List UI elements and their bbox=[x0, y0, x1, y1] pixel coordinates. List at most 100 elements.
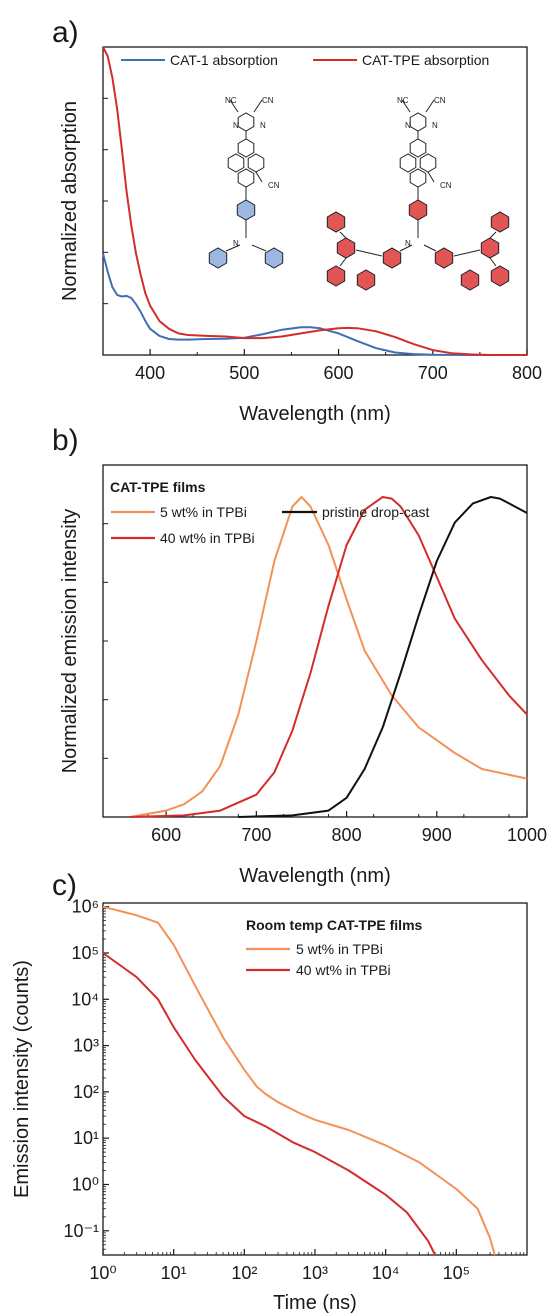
panel-a-ylabel: Normalized absorption bbox=[59, 101, 81, 301]
x-tick-label-1-3: 700 bbox=[418, 363, 448, 383]
mol-cat1-phenyl bbox=[208, 247, 228, 269]
mol-cat1-label-n1: N bbox=[233, 121, 239, 130]
panel-b-letter: b) bbox=[52, 424, 79, 457]
bond bbox=[423, 244, 437, 252]
mol-cattpe-phenyl bbox=[336, 237, 356, 259]
bond bbox=[399, 244, 413, 252]
mol-cattpe-label-n1: N bbox=[405, 121, 411, 130]
x-tick-label-2-4: 1000 bbox=[507, 825, 547, 845]
molecule-cat1-core bbox=[208, 99, 284, 269]
bond bbox=[425, 99, 435, 113]
core-ring bbox=[399, 153, 417, 173]
mol-cattpe-phenyl bbox=[326, 265, 346, 287]
panel-b-xlabel: Wavelength (nm) bbox=[239, 865, 391, 887]
molecule-cat1: NC CN N N CN N bbox=[208, 96, 284, 269]
mol-cattpe-phenyl bbox=[356, 269, 376, 291]
mol-cattpe-label-cn2: CN bbox=[440, 181, 452, 190]
x-tick-label-2-0: 600 bbox=[151, 825, 181, 845]
x-tick-label-3-2: 10² bbox=[231, 1263, 257, 1283]
core-ring bbox=[227, 153, 245, 173]
series-line-2-2 bbox=[238, 496, 528, 818]
bond bbox=[229, 99, 239, 113]
mol-cattpe-phenyl bbox=[460, 269, 480, 291]
legend-title-b: CAT-TPE films bbox=[110, 479, 206, 495]
panel-c-ylabel: Emission intensity (counts) bbox=[11, 960, 33, 1198]
mol-cattpe-phenyl bbox=[490, 265, 510, 287]
mol-cat1-label-cn1: CN bbox=[262, 96, 274, 105]
x-tick-label-3-0: 10⁰ bbox=[89, 1263, 116, 1283]
y-tick-label-3-2: 10¹ bbox=[73, 1128, 99, 1148]
bond bbox=[453, 249, 481, 257]
legend-label-5wt-b: 5 wt% in TPBi bbox=[160, 504, 247, 520]
mol-cattpe-label-n2: N bbox=[432, 121, 438, 130]
legend-label-cat1: CAT-1 absorption bbox=[170, 52, 278, 68]
core-ring bbox=[409, 168, 427, 188]
panel-b-legend: CAT-TPE films 5 wt% in TPBi 40 wt% in TP… bbox=[110, 479, 429, 546]
legend-label-40wt-c: 40 wt% in TPBi bbox=[296, 962, 391, 978]
series-line-1-0 bbox=[102, 253, 527, 356]
panel-c-xlabel: Time (ns) bbox=[273, 1292, 357, 1314]
mol-cattpe-label-cn1: CN bbox=[434, 96, 446, 105]
x-tick-label-3-4: 10⁴ bbox=[372, 1263, 400, 1283]
bond bbox=[401, 99, 411, 113]
mol-cattpe-phenyl bbox=[490, 211, 510, 233]
mol-cat1-phenyl bbox=[264, 247, 284, 269]
series-line-1-1 bbox=[102, 46, 527, 356]
mol-cattpe-phenyl bbox=[326, 211, 346, 233]
mol-cat1-label-nc: NC bbox=[225, 96, 237, 105]
y-tick-label-3-5: 10⁴ bbox=[71, 989, 99, 1009]
panel-c-legend: Room temp CAT-TPE films 5 wt% in TPBi 40… bbox=[246, 917, 423, 978]
mol-cattpe-phenyl bbox=[434, 247, 454, 269]
legend-label-cattpe: CAT-TPE absorption bbox=[362, 52, 489, 68]
series-line-2-1 bbox=[130, 496, 528, 818]
x-tick-label-3-1: 10¹ bbox=[161, 1263, 187, 1283]
panel-a-letter: a) bbox=[52, 16, 79, 49]
bond bbox=[339, 257, 347, 267]
bond bbox=[489, 231, 497, 239]
legend-label-pristine-b: pristine drop-cast bbox=[322, 504, 429, 520]
bond bbox=[427, 171, 435, 183]
molecule-cattpe: NC CN N N CN N bbox=[326, 96, 510, 291]
panel-b-ylabel: Normalized emission intensity bbox=[59, 509, 81, 774]
x-tick-label-3-3: 10³ bbox=[302, 1263, 328, 1283]
y-tick-label-3-6: 10⁵ bbox=[72, 943, 99, 963]
core-ring bbox=[237, 138, 255, 158]
y-tick-label-3-4: 10³ bbox=[73, 1036, 99, 1056]
mol-cattpe-phenyl bbox=[480, 237, 500, 259]
mol-cat1-phenyl bbox=[236, 199, 256, 221]
pyrazine-ring bbox=[237, 112, 255, 132]
x-tick-label-1-1: 500 bbox=[229, 363, 259, 383]
bond bbox=[253, 99, 263, 113]
x-tick-label-3-5: 10⁵ bbox=[443, 1263, 470, 1283]
molecule-cattpe-core bbox=[326, 99, 510, 291]
core-ring bbox=[409, 138, 427, 158]
x-tick-label-1-4: 800 bbox=[512, 363, 542, 383]
y-tick-label-3-3: 10² bbox=[73, 1082, 99, 1102]
mol-cattpe-phenyl bbox=[382, 247, 402, 269]
panel-a-xlabel: Wavelength (nm) bbox=[239, 403, 391, 425]
series-line-2-0 bbox=[129, 496, 528, 818]
bond bbox=[355, 249, 383, 257]
series-line-3-0 bbox=[102, 905, 496, 1256]
bond bbox=[489, 257, 497, 267]
x-tick-label-2-3: 900 bbox=[422, 825, 452, 845]
bond bbox=[225, 244, 241, 252]
curve-group bbox=[102, 46, 528, 1256]
legend-title-c: Room temp CAT-TPE films bbox=[246, 917, 423, 933]
core-ring bbox=[419, 153, 437, 173]
x-tick-label-1-2: 600 bbox=[324, 363, 354, 383]
mol-cattpe-phenyl bbox=[408, 199, 428, 221]
x-tick-label-2-2: 800 bbox=[332, 825, 362, 845]
bond bbox=[339, 231, 347, 239]
panel-c-letter: c) bbox=[52, 869, 77, 902]
core-ring bbox=[237, 168, 255, 188]
bond bbox=[255, 171, 263, 183]
y-tick-label-3-1: 10⁰ bbox=[72, 1174, 99, 1194]
mol-cattpe-label-nc: NC bbox=[397, 96, 409, 105]
mol-cat1-label-cn2: CN bbox=[268, 181, 280, 190]
x-tick-label-2-1: 700 bbox=[241, 825, 271, 845]
legend-label-40wt-b: 40 wt% in TPBi bbox=[160, 530, 255, 546]
mol-cattpe-label-n3: N bbox=[405, 239, 411, 248]
core-ring bbox=[247, 153, 265, 173]
